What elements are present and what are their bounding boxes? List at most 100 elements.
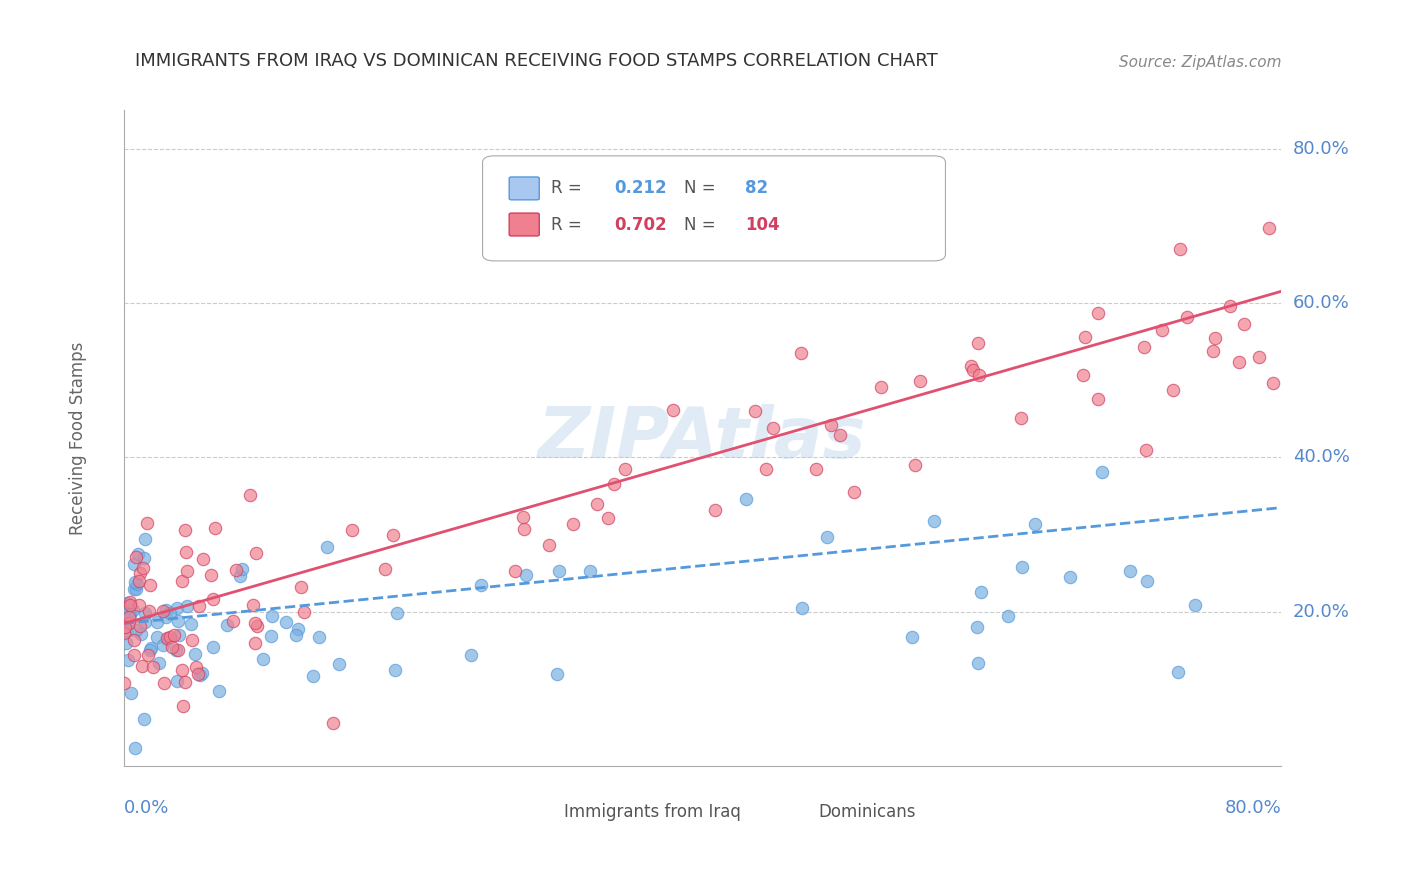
Point xyxy=(1118,564,1140,578)
Point xyxy=(1091,465,1114,479)
Point xyxy=(146,630,169,644)
Point xyxy=(970,585,993,599)
Point xyxy=(246,618,269,632)
Point xyxy=(118,599,141,613)
FancyBboxPatch shape xyxy=(778,798,811,827)
Point xyxy=(538,538,561,552)
Point xyxy=(245,636,267,650)
Point xyxy=(830,428,852,442)
Point xyxy=(112,676,135,690)
Point xyxy=(132,712,155,726)
Point xyxy=(159,607,181,621)
Point xyxy=(252,651,274,665)
Point xyxy=(924,514,946,528)
Point xyxy=(170,663,193,677)
Point xyxy=(967,335,990,350)
Point xyxy=(744,404,766,418)
Point xyxy=(128,566,150,580)
Point xyxy=(997,609,1019,624)
Point xyxy=(603,476,626,491)
Point xyxy=(201,640,224,654)
Point xyxy=(225,563,247,577)
Point xyxy=(901,630,924,644)
Point xyxy=(188,668,211,682)
Text: 82: 82 xyxy=(745,179,769,197)
Point xyxy=(184,660,207,674)
Point xyxy=(1247,351,1270,365)
Point xyxy=(118,610,141,624)
Point xyxy=(302,669,325,683)
Text: 20.0%: 20.0% xyxy=(1292,603,1350,621)
Point xyxy=(789,346,811,360)
Text: 80.0%: 80.0% xyxy=(1225,799,1281,817)
Point xyxy=(762,421,785,435)
Point xyxy=(749,172,772,186)
Point xyxy=(155,610,177,624)
Point xyxy=(308,630,330,644)
Point xyxy=(561,516,583,531)
Point xyxy=(117,653,139,667)
Point xyxy=(122,633,145,648)
Point xyxy=(176,599,198,613)
Point xyxy=(1071,368,1094,382)
Point xyxy=(1163,384,1185,398)
Text: Immigrants from Iraq: Immigrants from Iraq xyxy=(564,804,741,822)
Text: 40.0%: 40.0% xyxy=(1292,449,1350,467)
Point xyxy=(1288,298,1310,312)
Point xyxy=(155,603,177,617)
Point xyxy=(374,561,396,575)
Point xyxy=(966,620,988,634)
Point xyxy=(460,648,482,662)
Point xyxy=(180,617,202,632)
Point xyxy=(1150,323,1173,337)
Text: R =: R = xyxy=(551,216,586,234)
Point xyxy=(153,676,176,690)
Point xyxy=(515,568,537,582)
Point xyxy=(662,402,685,417)
Point xyxy=(260,609,283,624)
Point xyxy=(122,648,145,663)
Point xyxy=(135,516,157,530)
Point xyxy=(174,545,197,559)
Point xyxy=(114,619,136,633)
Text: Source: ZipAtlas.com: Source: ZipAtlas.com xyxy=(1119,55,1281,70)
Point xyxy=(124,582,146,596)
Point xyxy=(1010,410,1032,425)
Point xyxy=(115,636,138,650)
Point xyxy=(167,628,190,642)
Point xyxy=(274,615,297,629)
Point xyxy=(173,674,195,689)
Point xyxy=(546,667,568,681)
Point xyxy=(138,604,160,618)
Point xyxy=(1261,376,1284,391)
Point xyxy=(131,658,153,673)
Point xyxy=(124,574,146,589)
Point xyxy=(148,657,170,671)
Point xyxy=(598,511,620,525)
Point xyxy=(122,557,145,571)
Point xyxy=(128,598,150,612)
Point xyxy=(222,614,245,628)
Text: Receiving Food Stamps: Receiving Food Stamps xyxy=(69,342,87,535)
Point xyxy=(585,497,607,511)
Point xyxy=(1074,330,1097,344)
Point xyxy=(322,715,344,730)
Point xyxy=(1011,560,1033,574)
Point xyxy=(960,359,983,373)
Point xyxy=(134,606,156,620)
Point xyxy=(124,741,146,756)
Point xyxy=(125,577,148,591)
Point xyxy=(187,667,209,681)
Point xyxy=(1219,300,1241,314)
Point xyxy=(844,485,866,500)
Point xyxy=(245,615,267,630)
Point xyxy=(134,532,156,546)
Point xyxy=(328,657,350,672)
Text: 104: 104 xyxy=(745,216,780,234)
Point xyxy=(132,551,155,566)
Point xyxy=(159,630,181,644)
Point xyxy=(139,643,162,657)
Point xyxy=(231,562,253,576)
Point xyxy=(287,622,309,636)
Point xyxy=(284,628,307,642)
